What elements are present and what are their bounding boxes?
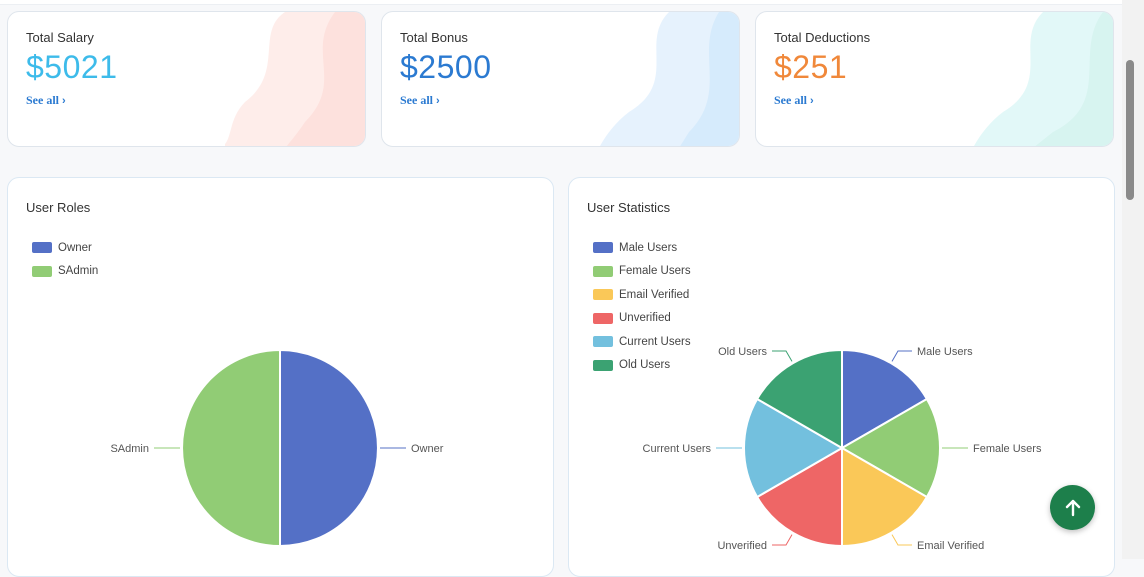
- label-line-unverified: [772, 534, 793, 546]
- label-line-male-users: [891, 350, 912, 362]
- total-bonus-card: Total Bonus $2500 See all ›: [381, 11, 740, 147]
- user-statistics-card: User Statistics Male Users Female Users …: [568, 177, 1115, 577]
- slice-label-old-users: Old Users: [718, 346, 767, 358]
- chart-legend: Owner SAdmin: [32, 236, 98, 283]
- chart-title: User Roles: [26, 200, 91, 215]
- chevron-right-icon: ›: [436, 95, 440, 107]
- slice-label-owner: Owner: [411, 443, 444, 455]
- total-salary-card: Total Salary $5021 See all ›: [7, 11, 366, 147]
- legend-swatch: [593, 336, 613, 348]
- legend-label: Current Users: [619, 335, 691, 348]
- card-value: $2500: [400, 49, 492, 85]
- legend-label: Owner: [58, 241, 92, 254]
- see-all-label: See all: [26, 93, 59, 107]
- slice-label-female-users: Female Users: [973, 443, 1042, 455]
- slice-label-male-users: Male Users: [917, 346, 973, 358]
- legend-swatch: [593, 359, 613, 371]
- card-decoration: [600, 12, 739, 146]
- legend-swatch: [32, 242, 52, 254]
- legend-label: Email Verified: [619, 288, 690, 301]
- see-all-link[interactable]: See all ›: [774, 93, 814, 108]
- legend-swatch: [593, 242, 613, 254]
- card-title: Total Salary: [26, 30, 94, 45]
- slice-label-email-verified: Email Verified: [917, 540, 984, 552]
- user-roles-pie: Owner SAdmin: [110, 348, 444, 548]
- chart-title: User Statistics: [587, 200, 671, 215]
- label-line-old-users: [772, 350, 793, 362]
- total-deductions-card: Total Deductions $251 See all ›: [755, 11, 1114, 147]
- pie-slice-current-users[interactable]: [743, 397, 844, 499]
- label-line-email-verified: [891, 534, 912, 546]
- legend-item-unverified[interactable]: Unverified: [593, 307, 691, 331]
- pie-slice-owner[interactable]: [279, 348, 379, 548]
- legend-swatch: [593, 312, 613, 324]
- page-scrollbar[interactable]: [1122, 0, 1144, 559]
- slice-label-current-users: Current Users: [643, 443, 712, 455]
- card-value: $251: [774, 49, 848, 85]
- chevron-right-icon: ›: [810, 95, 814, 107]
- scrollbar-thumb[interactable]: [1126, 60, 1134, 200]
- legend-item-owner[interactable]: Owner: [32, 236, 98, 260]
- card-title: Total Bonus: [400, 30, 468, 45]
- legend-item-female-users[interactable]: Female Users: [593, 260, 691, 284]
- chevron-right-icon: ›: [62, 95, 66, 107]
- pie-slice-old-users[interactable]: [755, 348, 843, 450]
- pie-slice-email-verified[interactable]: [841, 446, 929, 548]
- card-decoration: [225, 12, 365, 146]
- legend-item-sadmin[interactable]: SAdmin: [32, 260, 98, 284]
- top-strip: [0, 0, 1122, 5]
- card-value: $5021: [26, 49, 118, 85]
- see-all-label: See all: [774, 93, 807, 107]
- legend-item-current-users[interactable]: Current Users: [593, 330, 691, 354]
- pie-slice-male-users[interactable]: [841, 348, 929, 450]
- legend-swatch: [593, 289, 613, 301]
- card-title: Total Deductions: [774, 30, 871, 45]
- user-roles-card: User Roles Owner SAdmin Owner SAdmin: [7, 177, 554, 577]
- user-statistics-pie: Male Users Female Users Email Verified Unve…: [643, 346, 1042, 552]
- see-all-link[interactable]: See all ›: [26, 93, 66, 108]
- legend-label: Unverified: [619, 312, 671, 325]
- scroll-to-top-button[interactable]: [1050, 485, 1095, 530]
- slice-label-unverified: Unverified: [717, 540, 767, 552]
- legend-item-old-users[interactable]: Old Users: [593, 354, 691, 378]
- legend-label: Female Users: [619, 265, 691, 278]
- pie-slice-unverified[interactable]: [755, 446, 843, 548]
- legend-swatch: [593, 265, 613, 277]
- card-decoration: [974, 12, 1113, 146]
- legend-label: SAdmin: [58, 265, 99, 278]
- legend-item-male-users[interactable]: Male Users: [593, 236, 691, 260]
- pie-slice-sadmin[interactable]: [181, 348, 281, 548]
- see-all-link[interactable]: See all ›: [400, 93, 440, 108]
- legend-swatch: [32, 265, 52, 277]
- chart-legend: Male Users Female Users Email Verified U…: [593, 236, 691, 377]
- pie-slice-female-users[interactable]: [840, 397, 941, 499]
- slice-label-sadmin: SAdmin: [110, 443, 149, 455]
- see-all-label: See all: [400, 93, 433, 107]
- legend-label: Male Users: [619, 241, 678, 254]
- legend-item-email-verified[interactable]: Email Verified: [593, 283, 691, 307]
- legend-label: Old Users: [619, 359, 671, 372]
- arrow-up-icon: [1065, 499, 1080, 516]
